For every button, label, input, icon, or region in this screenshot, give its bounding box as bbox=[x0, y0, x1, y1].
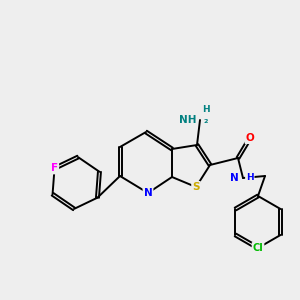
Text: ₂: ₂ bbox=[204, 115, 208, 125]
Text: N: N bbox=[144, 188, 152, 198]
Text: F: F bbox=[51, 163, 58, 173]
Text: H: H bbox=[202, 106, 210, 115]
Text: NH: NH bbox=[178, 115, 196, 125]
Text: N: N bbox=[230, 173, 239, 183]
Text: Cl: Cl bbox=[253, 243, 263, 253]
Text: O: O bbox=[246, 133, 254, 143]
Text: H: H bbox=[246, 173, 253, 182]
Text: S: S bbox=[192, 182, 200, 192]
